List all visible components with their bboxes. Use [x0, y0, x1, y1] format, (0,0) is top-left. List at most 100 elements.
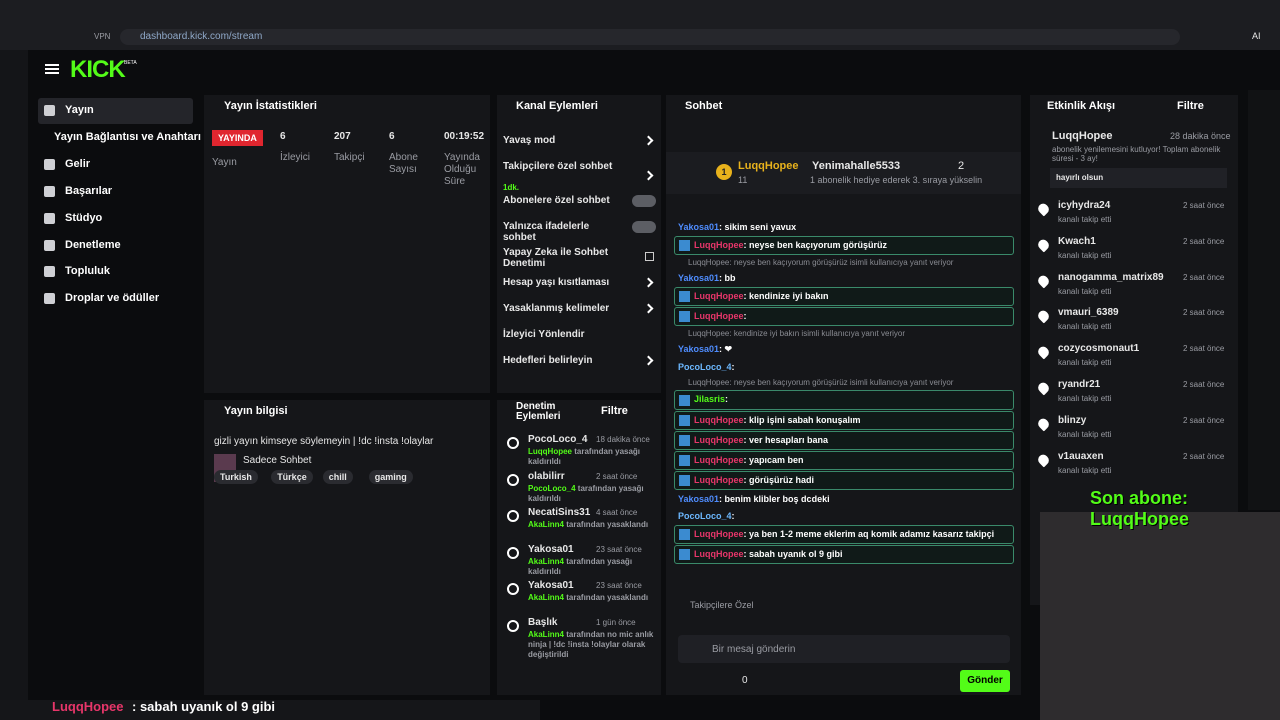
- activity-time: 2 saat önce: [1183, 272, 1225, 282]
- mod-actor: LuqqHopee: [528, 447, 572, 456]
- mod-time: 1 gün önce: [596, 617, 636, 627]
- nav-icon: [44, 105, 55, 116]
- chat-text: :: [743, 311, 747, 322]
- filter[interactable]: Filtre: [601, 405, 628, 417]
- chat-user: LuqqHopee: [694, 549, 744, 560]
- chat-text: :: [731, 511, 735, 521]
- info-panel: [204, 400, 490, 695]
- reply-line: LuqqHopee: neyse ben kaçıyorum görüşürüz…: [688, 378, 954, 388]
- mod-action-text: tarafından yasaklandı: [564, 593, 649, 602]
- chat-list: Yakosa01: sikim seni yavux LuqqHopee: ney…: [674, 218, 1014, 593]
- tag[interactable]: Türkçe: [271, 470, 313, 484]
- activity-text: kanalı takip etti: [1058, 429, 1112, 439]
- toggle[interactable]: [632, 195, 656, 207]
- mod-action-text: tarafından yasağı kaldırıldı: [528, 447, 641, 466]
- chat-user: PocoLoco_4: [678, 511, 732, 521]
- action-label[interactable]: Yasaklanmış kelimeler: [503, 303, 610, 314]
- mod-icon: [507, 619, 519, 632]
- chat-text: : görüşürüz hadi: [743, 474, 815, 485]
- nav-icon: [44, 158, 55, 170]
- chat-message: LuqqHopee: ya ben 1-2 meme eklerim aq ko…: [674, 525, 1014, 545]
- activity-user: icyhydra24: [1058, 200, 1111, 211]
- mod-icon: [507, 437, 519, 449]
- tag[interactable]: gaming: [368, 470, 413, 484]
- nav-item[interactable]: Gelir: [65, 157, 91, 170]
- logo[interactable]: KICK: [70, 56, 126, 83]
- menu[interactable]: [45, 64, 59, 66]
- activity-user: cozycosmonaut1: [1058, 343, 1140, 355]
- panel-title: Sohbet: [685, 100, 723, 112]
- ticker-text: : sabah uyanık ol 9 gibi: [132, 699, 276, 714]
- nav-item[interactable]: Başarılar: [65, 184, 113, 197]
- send-button[interactable]: Gönder: [960, 670, 1010, 692]
- chat-message: LuqqHopee: sabah uyanık ol 9 gibi: [674, 545, 1014, 565]
- activity-text: kanalı takip etti: [1058, 358, 1112, 368]
- chat-message: PocoLoco_4:: [674, 508, 1014, 524]
- mod-action: AkaLinn4 tarafından yasaklandı: [528, 520, 656, 530]
- chat-message: Jilasris:: [674, 390, 1014, 410]
- category[interactable]: Sadece Sohbet: [243, 455, 312, 466]
- tag[interactable]: chill: [322, 470, 353, 484]
- activity-time: 2 saat önce: [1183, 201, 1225, 210]
- rank: 1: [716, 164, 732, 180]
- chat-text: :: [725, 394, 729, 405]
- activity-time: 2 saat önce: [1183, 415, 1225, 425]
- nav-item[interactable]: Topluluk: [65, 265, 111, 278]
- nav-item[interactable]: Yayın Bağlantısı ve Anahtarı: [54, 130, 201, 143]
- activity-text: kanalı takip etti: [1058, 465, 1112, 475]
- action-label[interactable]: Hesap yaşı kısıtlaması: [503, 277, 610, 288]
- panel-title: Yayın İstatistikleri: [224, 100, 317, 112]
- action-label[interactable]: Abonelere özel sohbet: [503, 195, 610, 206]
- tag[interactable]: Turkish: [214, 470, 258, 484]
- chat-user: LuqqHopee: [694, 240, 744, 250]
- nav-item[interactable]: Yayın: [65, 104, 94, 116]
- chat-input[interactable]: [678, 635, 1010, 663]
- link-icon[interactable]: [645, 252, 654, 261]
- badge: [679, 291, 690, 303]
- action-sub: 1dk.: [503, 183, 520, 192]
- reply-line: LuqqHopee: kendinize iyi bakın isimli ku…: [688, 329, 905, 339]
- stat-value: 6: [280, 131, 286, 142]
- action-label[interactable]: Yalnızca ifadelerle sohbet: [503, 221, 590, 243]
- nav-item[interactable]: Stüdyo: [65, 211, 103, 224]
- chat-text: :: [731, 362, 735, 373]
- pinned-count: 11: [738, 175, 748, 185]
- action-label[interactable]: Yavaş mod: [503, 135, 556, 146]
- chat-text: : sabah uyanık ol 9 gibi: [743, 549, 843, 560]
- tool-column: [1248, 90, 1280, 510]
- chat-user: Jilasris: [694, 394, 726, 405]
- nav-item[interactable]: Denetleme: [65, 238, 121, 251]
- activity-user: v1auaxen: [1058, 450, 1104, 462]
- badge: [679, 454, 690, 466]
- activity-user: blinzy: [1058, 414, 1087, 426]
- nav-icon: [44, 293, 55, 305]
- chat-text: : yapıcam ben: [743, 454, 804, 465]
- chat-text: : klip işini sabah konuşalım: [743, 414, 861, 425]
- activity-user: nanogamma_matrix89: [1058, 271, 1164, 283]
- activity-user: Kwach1: [1058, 235, 1096, 247]
- action-label[interactable]: Takipçilere özel sohbet: [503, 161, 613, 172]
- stream-title: gizli yayın kimseye söylemeyin | !dc !in…: [214, 436, 434, 447]
- ticker: [0, 700, 540, 720]
- toggle[interactable]: [632, 221, 656, 233]
- nav-item[interactable]: Droplar ve ödüller: [65, 292, 160, 305]
- chat-message: Yakosa01: ❤: [674, 341, 1014, 358]
- activity-time: 2 saat önce: [1183, 451, 1225, 461]
- mod-user: NecatiSins31: [528, 507, 591, 518]
- action-label[interactable]: Yapay Zeka ile Sohbet Denetimi: [503, 247, 609, 269]
- url[interactable]: dashboard.kick.com/stream: [140, 31, 263, 42]
- mod-user: Yakosa01: [528, 543, 574, 555]
- stat-value: 6: [389, 131, 395, 142]
- action-label[interactable]: İzleyici Yönlendir: [503, 329, 585, 340]
- chat-message: Yakosa01: bb: [674, 270, 1014, 286]
- mod-time: 23 saat önce: [596, 581, 642, 590]
- mod-time: 4 saat önce: [596, 508, 638, 517]
- stat-label: Yayında Olduğu Süre: [444, 152, 480, 187]
- action-label[interactable]: Hedefleri belirleyin: [503, 355, 593, 366]
- url-field[interactable]: [120, 29, 1180, 45]
- chat-user: LuqqHopee: [694, 529, 744, 539]
- chat-user: Yakosa01: [678, 222, 720, 232]
- nav-active: [38, 98, 193, 124]
- mod-actor: AkaLinn4: [528, 520, 565, 529]
- filter[interactable]: Filtre: [1177, 100, 1204, 112]
